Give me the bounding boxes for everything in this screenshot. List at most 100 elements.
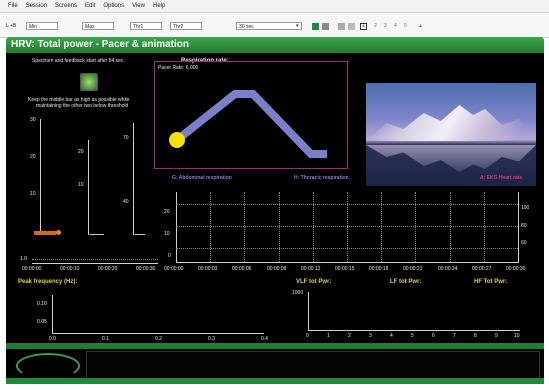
- thr1-field[interactable]: Thr1: [130, 22, 162, 30]
- play-icon[interactable]: [312, 23, 319, 30]
- gridline-v: [450, 192, 451, 262]
- main-chart-right-tick: 60: [521, 240, 527, 246]
- peak-x-axis: [52, 333, 264, 334]
- main-chart-left-tick: 0: [168, 253, 171, 259]
- main-chart-x-tick: 00:00:00: [164, 266, 184, 272]
- bar-axis-1: [40, 119, 41, 231]
- bar1-level: [34, 231, 56, 235]
- spectrum-y-tick: 1000: [292, 290, 304, 296]
- main-chart-x-tick: 00:00:12: [301, 266, 321, 272]
- spectrum-x-tick: 4: [390, 333, 393, 339]
- gridline-v: [279, 192, 280, 262]
- main-chart-x-tick: 00:00:21: [403, 266, 423, 272]
- logo-icon: [16, 353, 80, 379]
- toolbar-channel[interactable]: L +B: [6, 23, 17, 29]
- screen-4-button[interactable]: 4: [394, 23, 397, 29]
- bar2-base: [90, 234, 104, 235]
- gridline-v: [210, 192, 211, 262]
- menu-options[interactable]: Options: [103, 3, 125, 9]
- main-chart: [176, 192, 519, 263]
- pacer-path: [174, 90, 327, 158]
- spectrum-x-tick: 1: [327, 333, 330, 339]
- spectrum-x-axis: [308, 330, 520, 331]
- menu-view[interactable]: View: [132, 3, 145, 9]
- small-chart-x-tick: 00:00:30: [136, 266, 156, 272]
- menu-help[interactable]: Help: [152, 3, 166, 9]
- feedback-animation-icon: [80, 73, 98, 91]
- main-chart-right-tick: 100: [521, 205, 530, 211]
- pacer-rate-label: Pacer Rate: 6.000: [158, 65, 199, 71]
- gridline-v: [415, 192, 416, 262]
- spectrum-x-tick: 7: [453, 333, 456, 339]
- bar1-tick: 30: [30, 117, 36, 123]
- screen-1-button[interactable]: 1: [360, 23, 367, 30]
- iceberg-reflection: [366, 145, 536, 172]
- main-chart-x-tick: 00:00:03: [198, 266, 218, 272]
- spectrum-x-tick: 6: [432, 333, 435, 339]
- peak-x-tick: 0.4: [261, 336, 268, 342]
- hf-power-label: HF Tot Pwr:: [474, 279, 508, 285]
- menu-edit[interactable]: Edit: [85, 3, 96, 9]
- menu-bar: File Session Screens Edit Options View H…: [0, 0, 549, 13]
- menu-screens[interactable]: Screens: [55, 3, 78, 9]
- iceberg-shape: [366, 105, 536, 141]
- chevron-down-icon[interactable]: ▾: [296, 23, 299, 29]
- bar2-tick: 20: [78, 149, 84, 155]
- vlf-power-label: VLF tot Pwr:: [296, 279, 332, 285]
- small-chart-gridline: [32, 259, 158, 260]
- small-chart-y-tick: 1.0: [20, 256, 27, 262]
- max-field[interactable]: Max: [82, 22, 114, 30]
- gridline-v: [244, 192, 245, 262]
- pacer-ball: [169, 132, 185, 148]
- stop-icon[interactable]: [322, 23, 329, 30]
- spectrum-y-axis: [308, 292, 309, 330]
- main-chart-right-axis: [518, 192, 519, 262]
- main-chart-x-axis: [176, 262, 519, 263]
- bar3-base: [135, 234, 145, 235]
- biofeedback-screen: HRV: Total power - Pacer & animation Spe…: [6, 37, 544, 381]
- screen-5-button[interactable]: 5: [404, 23, 407, 29]
- spectrum-x-tick: 8: [474, 333, 477, 339]
- peak-x-tick: 0.0: [49, 336, 56, 342]
- menu-session[interactable]: Session: [25, 3, 48, 9]
- menu-file[interactable]: File: [8, 3, 18, 9]
- duration-select[interactable]: 30 sec: [236, 22, 302, 30]
- peak-x-tick: 0.3: [208, 336, 215, 342]
- main-chart-right-tick: 80: [521, 223, 527, 229]
- reward-image-icebergs: [366, 83, 536, 186]
- gridline-v: [313, 192, 314, 262]
- bar1-tick: 20: [30, 154, 36, 160]
- record-icon[interactable]: [338, 23, 345, 30]
- small-chart-x-axis: [32, 263, 158, 264]
- min-field[interactable]: Min: [26, 22, 58, 30]
- main-chart-x-tick: 00:00:09: [267, 266, 287, 272]
- pacer-panel: Pacer Rate: 6.000: [154, 61, 348, 169]
- screen-3-button[interactable]: 3: [384, 23, 387, 29]
- gridline-v: [381, 192, 382, 262]
- main-chart-x-tick: 00:00:27: [472, 266, 492, 272]
- pacer-graphic: [169, 90, 327, 158]
- spectrum-x-tick: 9: [495, 333, 498, 339]
- peak-x-tick: 0.1: [102, 336, 109, 342]
- main-chart-x-tick: 00:00:24: [438, 266, 458, 272]
- thr2-field[interactable]: Thr2: [170, 22, 202, 30]
- main-chart-x-tick: 00:00:30: [506, 266, 526, 272]
- instruction-line-2: maintaining the other two below threshol…: [36, 103, 129, 109]
- chart-icon[interactable]: ⫠: [418, 22, 423, 29]
- page-title: HRV: Total power - Pacer & animation: [6, 37, 544, 53]
- main-chart-x-tick: 00:00:15: [335, 266, 355, 272]
- bar2-tick: 10: [78, 182, 84, 188]
- settings-icon[interactable]: [348, 23, 355, 30]
- spectrum-x-tick: 10: [514, 333, 520, 339]
- gridline-v: [484, 192, 485, 262]
- spectrum-x-tick: 2: [348, 333, 351, 339]
- status-bar: [6, 378, 544, 384]
- legend-ekg: A: EKG Heart rate: [480, 175, 523, 181]
- screen-2-button[interactable]: 2: [374, 23, 377, 29]
- spectrum-x-tick: 3: [369, 333, 372, 339]
- lf-power-label: LF tot Pwr:: [390, 279, 422, 285]
- bar-axis-3: [133, 123, 134, 235]
- small-chart-x-tick: 00:00:10: [60, 266, 80, 272]
- peak-y-tick: 0.05: [37, 319, 47, 325]
- message-panel: [86, 351, 540, 379]
